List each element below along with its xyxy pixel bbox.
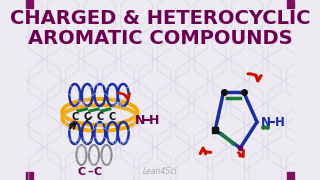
- Text: C: C: [84, 112, 91, 122]
- Text: AROMATIC COMPOUNDS: AROMATIC COMPOUNDS: [28, 28, 292, 48]
- Text: C: C: [71, 112, 78, 122]
- Text: CHARGED & HETEROCYCLIC: CHARGED & HETEROCYCLIC: [10, 8, 310, 28]
- Text: C: C: [96, 112, 103, 122]
- Bar: [287, 0, 294, 8]
- Text: H: H: [149, 114, 159, 127]
- Bar: [26, 172, 33, 180]
- Bar: [26, 0, 33, 8]
- Text: Leah4Sci: Leah4Sci: [143, 168, 177, 177]
- Text: C: C: [93, 167, 101, 177]
- Text: N: N: [135, 114, 145, 127]
- Text: H: H: [275, 116, 285, 129]
- Text: C: C: [109, 112, 116, 122]
- Text: C: C: [77, 167, 85, 177]
- Bar: [287, 172, 294, 180]
- Text: –: –: [87, 167, 92, 177]
- Text: N: N: [261, 116, 271, 129]
